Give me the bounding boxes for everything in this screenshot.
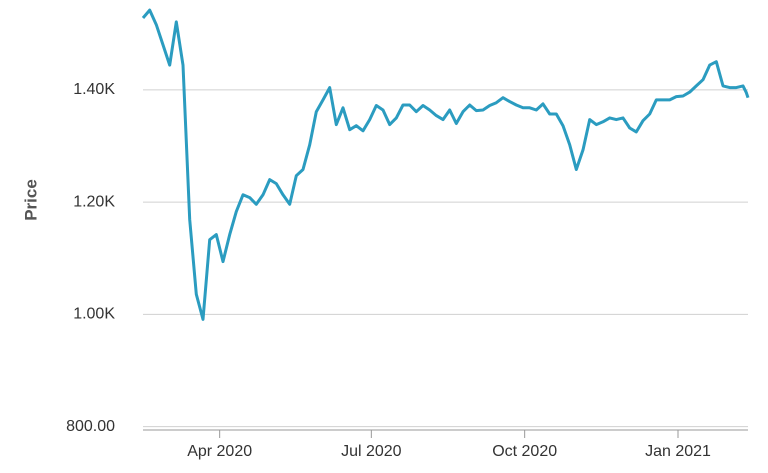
y-tick-label: 1.00K	[73, 306, 115, 323]
y-axis-label: Price	[21, 179, 40, 221]
x-tick-label: Oct 2020	[492, 443, 557, 460]
x-tick-label: Jul 2020	[341, 443, 402, 460]
y-tick-label: 800.00	[66, 418, 115, 435]
price-line	[141, 8, 750, 321]
y-tick-label: 1.40K	[73, 81, 115, 98]
y-tick-label: 1.20K	[73, 193, 115, 210]
x-tick-label: Jan 2021	[645, 443, 711, 460]
x-tick-label: Apr 2020	[187, 443, 252, 460]
